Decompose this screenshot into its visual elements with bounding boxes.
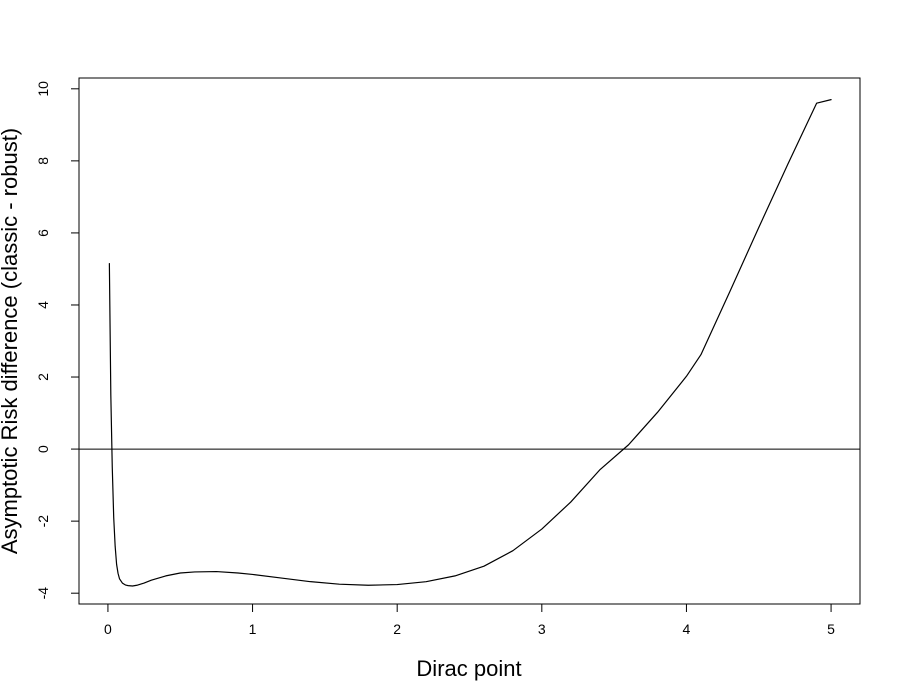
x-axis: 0 1 2 3 4 5 xyxy=(104,603,835,637)
y-tick-label: 2 xyxy=(35,373,51,381)
x-tick-label: 3 xyxy=(538,621,546,637)
y-axis-title: Asymptotic Risk difference (classic - ro… xyxy=(0,128,22,554)
y-tick-label: 8 xyxy=(35,157,51,165)
y-tick-label: -2 xyxy=(35,515,51,528)
x-tick-label: 4 xyxy=(683,621,691,637)
series-layer xyxy=(108,99,832,587)
x-tick-label: 5 xyxy=(827,621,835,637)
x-tick-label: 1 xyxy=(249,621,257,637)
x-tick-label: 0 xyxy=(104,621,112,637)
y-tick-label: 10 xyxy=(35,81,51,97)
risk-difference-line xyxy=(108,99,832,587)
y-tick-label: 6 xyxy=(35,229,51,237)
y-axis: -4 -2 0 2 4 6 8 10 xyxy=(35,81,80,600)
x-tick-label: 2 xyxy=(393,621,401,637)
y-tick-label: 4 xyxy=(35,301,51,309)
y-tick-label: -4 xyxy=(35,587,51,600)
y-tick-label: 0 xyxy=(35,445,51,453)
x-axis-title: Dirac point xyxy=(416,656,521,681)
plot-frame xyxy=(78,77,861,605)
